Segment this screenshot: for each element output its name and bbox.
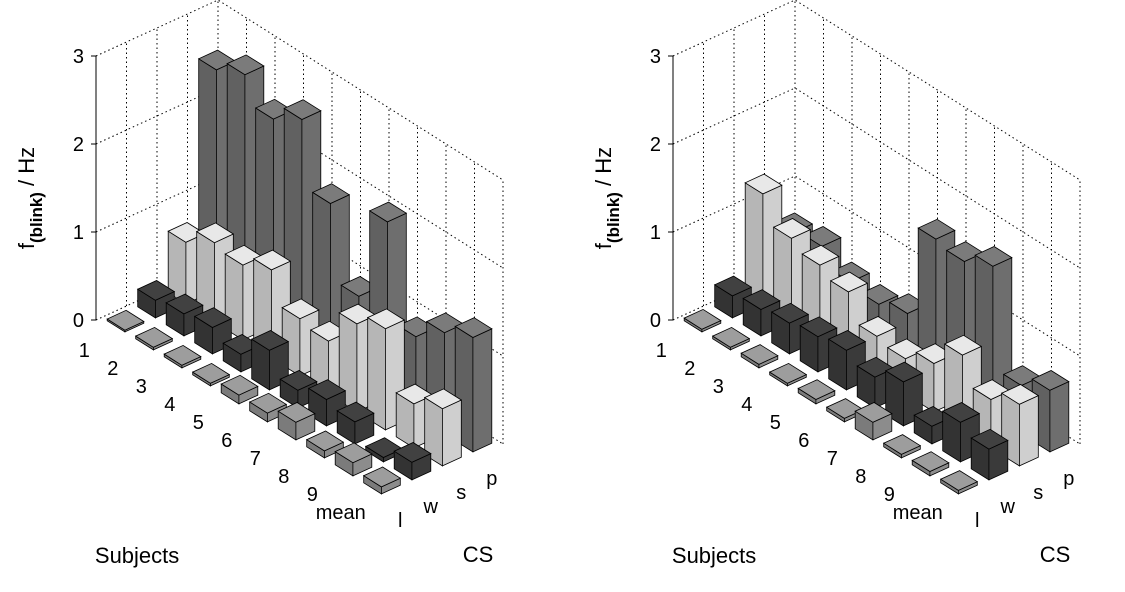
- z-tick-label: 2: [650, 134, 661, 156]
- subject-tick-label: 8: [278, 466, 289, 488]
- bar-l-6: [248, 392, 288, 423]
- z-tick-label: 1: [650, 222, 661, 244]
- subject-tick-label: 2: [107, 358, 118, 380]
- subject-tick-label: 9: [884, 484, 895, 506]
- z-axis-title-sub: (blink): [27, 192, 46, 243]
- bar-l-9: [334, 442, 373, 477]
- subject-tick-label: 7: [827, 448, 838, 470]
- z-axis-title-unit: / Hz: [14, 147, 39, 192]
- cs-tick-label: w: [423, 496, 439, 518]
- bar-l-5: [220, 374, 259, 405]
- bar-w-4: [799, 316, 838, 373]
- subject-tick-label: 3: [136, 376, 147, 398]
- bar-l-3: [163, 344, 202, 369]
- z-tick-label: 1: [73, 222, 84, 244]
- bar-l-4: [768, 362, 808, 387]
- cs-tick-label: l: [975, 510, 979, 532]
- bar-l-7: [277, 402, 316, 441]
- x-axis-title: Subjects: [95, 543, 179, 568]
- z-tick-label: 3: [650, 46, 661, 68]
- bar-l-mean: [362, 466, 402, 495]
- bars: [683, 173, 1070, 495]
- subject-tick-label: 5: [770, 412, 781, 434]
- bar-l-1: [106, 309, 145, 333]
- z-axis-title-unit: / Hz: [591, 147, 616, 192]
- subject-tick-label: 9: [307, 484, 318, 506]
- bar-p-mean: [454, 317, 493, 453]
- subject-tick-label: 8: [855, 466, 866, 488]
- z-axis-title-main: f: [591, 242, 616, 249]
- bar-l-4: [191, 362, 231, 387]
- subject-tick-label: 2: [684, 358, 695, 380]
- bar-w-mean: [970, 428, 1009, 481]
- grid-line: [672, 0, 1081, 181]
- bar-l-2: [134, 326, 174, 351]
- bar-l-3: [740, 344, 779, 369]
- z-tick-label: 2: [73, 134, 84, 156]
- cs-tick-label: s: [456, 482, 466, 504]
- subject-tick-label: 6: [221, 430, 232, 452]
- bar-w-8: [336, 401, 375, 445]
- subject-tick-label: 5: [193, 412, 204, 434]
- subject-tick-label: 3: [713, 376, 724, 398]
- bar-l-5: [797, 379, 836, 405]
- subject-tick-label: 6: [798, 430, 809, 452]
- subject-tick-label: 7: [250, 448, 261, 470]
- bar-w-5: [827, 330, 867, 391]
- bar-l-8: [882, 434, 922, 459]
- bar-l-1: [683, 308, 722, 333]
- bar-l-7: [854, 402, 893, 441]
- cs-tick-label: p: [486, 468, 497, 490]
- z-tick-label: 3: [73, 46, 84, 68]
- cs-tick-label: l: [398, 510, 402, 532]
- z-tick-label: 0: [650, 310, 661, 332]
- cs-tick-label: p: [1063, 468, 1074, 490]
- bar-l-2: [711, 326, 751, 351]
- z-axis-title: f(blink) / Hz: [14, 147, 46, 249]
- bar-l-mean: [939, 470, 979, 495]
- z-axis-title-sub: (blink): [604, 192, 623, 243]
- z-axis-title-main: f: [14, 242, 39, 249]
- cs-tick-label: w: [1000, 496, 1016, 518]
- z-axis-title: f(blink) / Hz: [591, 147, 623, 249]
- bar-w-mean: [393, 442, 432, 481]
- bar-l-8: [305, 430, 345, 459]
- subject-tick-label: mean: [893, 502, 943, 524]
- subject-tick-label: mean: [316, 502, 366, 524]
- y-axis-title: CS: [463, 542, 494, 567]
- subject-tick-label: 1: [656, 340, 667, 362]
- x-axis-title: Subjects: [672, 543, 756, 568]
- bar-w-5: [250, 330, 290, 391]
- y-axis-title: CS: [1040, 542, 1071, 567]
- bars: [106, 49, 493, 495]
- bar-l-9: [911, 451, 950, 477]
- subject-tick-label: 1: [79, 340, 90, 362]
- subject-tick-label: 4: [741, 394, 752, 416]
- bar-w-3: [193, 307, 233, 355]
- bar-s-mean: [423, 388, 463, 467]
- z-tick-label: 0: [73, 310, 84, 332]
- subject-tick-label: 4: [164, 394, 175, 416]
- cs-tick-label: s: [1033, 482, 1043, 504]
